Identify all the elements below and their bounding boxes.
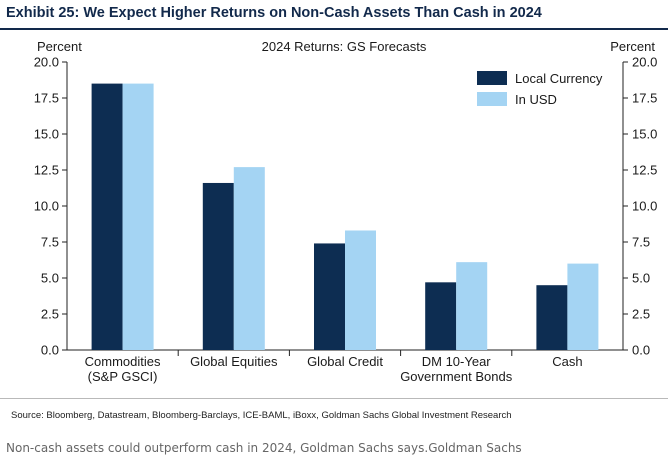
y-tick-label-right: 17.5	[632, 91, 657, 106]
legend-swatch	[477, 92, 507, 106]
title-rule	[0, 28, 668, 30]
y-tick-label-left: 7.5	[41, 235, 59, 250]
x-category-label: DM 10-Year	[422, 354, 492, 369]
legend-label: Local Currency	[515, 71, 603, 86]
x-category-label: Government Bonds	[400, 369, 513, 384]
source-note: Source: Bloomberg, Datastream, Bloomberg…	[11, 410, 512, 421]
left-axis-unit: Percent	[37, 39, 82, 54]
y-tick-label-right: 2.5	[632, 307, 650, 322]
bar-in-usd	[122, 83, 154, 350]
y-tick-label-right: 15.0	[632, 127, 657, 142]
y-tick-label-left: 2.5	[41, 307, 59, 322]
bar-in-usd	[345, 230, 376, 350]
y-tick-label-right: 20.0	[632, 55, 657, 70]
y-tick-label-left: 10.0	[34, 199, 59, 214]
y-tick-label-left: 20.0	[34, 55, 59, 70]
bar-local-currency	[91, 83, 123, 350]
y-tick-label-left: 17.5	[34, 91, 59, 106]
legend-swatch	[477, 71, 507, 85]
y-tick-label-right: 7.5	[632, 235, 650, 250]
y-tick-label-right: 12.5	[632, 163, 657, 178]
y-tick-label-left: 5.0	[41, 271, 59, 286]
bar-local-currency	[536, 285, 568, 350]
chart-title: 2024 Returns: GS Forecasts	[262, 39, 427, 54]
x-category-label: Cash	[552, 354, 582, 369]
source-divider	[0, 398, 668, 399]
bar-local-currency	[425, 282, 457, 350]
x-category-label: Commodities	[85, 354, 161, 369]
image-caption: Non-cash assets could outperform cash in…	[6, 441, 522, 455]
bar-chart: Percent Percent 2024 Returns: GS Forecas…	[34, 39, 658, 385]
y-tick-label-right: 0.0	[632, 343, 650, 358]
x-category-label: Global Credit	[307, 354, 383, 369]
bar-local-currency	[314, 243, 345, 350]
bar-in-usd	[567, 263, 599, 350]
exhibit-panel: Exhibit 25: We Expect Higher Returns on …	[0, 5, 668, 421]
bar-in-usd	[233, 167, 265, 350]
x-category-label: Global Equities	[190, 354, 278, 369]
legend-label: In USD	[515, 92, 557, 107]
y-tick-label-left: 0.0	[41, 343, 59, 358]
y-tick-label-right: 10.0	[632, 199, 657, 214]
y-tick-label-left: 12.5	[34, 163, 59, 178]
x-category-label: (S&P GSCI)	[88, 369, 158, 384]
y-tick-label-right: 5.0	[632, 271, 650, 286]
y-tick-label-left: 15.0	[34, 127, 59, 142]
plot-area: 0.0 0.0 2.5 2.5 5.0 5.0 7.5 7.5 10.0 10.0 12.5 12.5…	[34, 55, 658, 385]
bar-local-currency	[202, 182, 234, 350]
bar-in-usd	[456, 262, 488, 350]
exhibit-title: Exhibit 25: We Expect Higher Returns on …	[6, 5, 542, 21]
right-axis-unit: Percent	[610, 39, 655, 54]
